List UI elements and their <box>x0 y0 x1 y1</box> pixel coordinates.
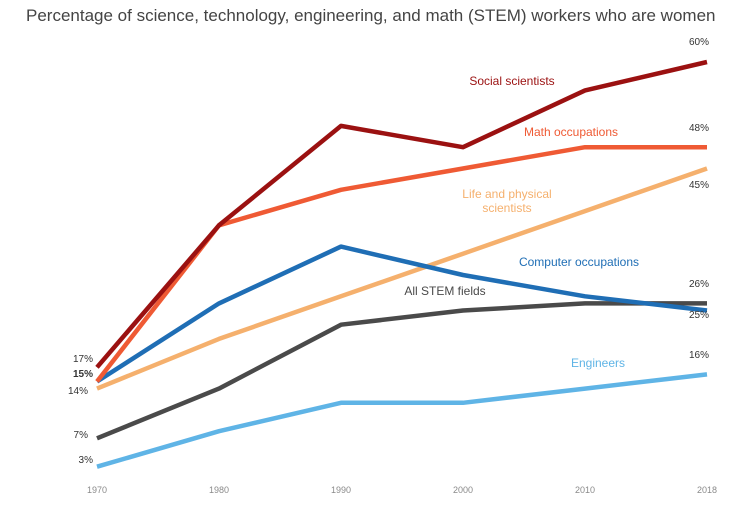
series-label: Social scientists <box>469 74 554 88</box>
series-line-life-and-physical-scientists <box>96 166 708 391</box>
end-value-label: 16% <box>689 350 709 361</box>
series-label-line: scientists <box>482 201 531 215</box>
end-value-label: 45% <box>689 180 709 191</box>
x-tick-label: 1970 <box>87 485 107 495</box>
series-label: Computer occupations <box>519 255 639 269</box>
series-label: Math occupations <box>524 125 618 139</box>
end-value-label: 25% <box>689 310 709 321</box>
x-tick-label: 1980 <box>209 485 229 495</box>
series-label: All STEM fields <box>404 284 485 298</box>
start-value-label: 7% <box>74 430 89 441</box>
series-label-line: Life and physical <box>462 187 551 201</box>
end-value-label: 48% <box>689 123 709 134</box>
series-line-all-stem-fields <box>96 301 707 441</box>
series-label: Engineers <box>571 356 625 370</box>
x-tick-label: 2010 <box>575 485 595 495</box>
series-line-engineers <box>96 372 708 469</box>
start-value-label: 15% <box>73 369 93 380</box>
series-line-computer-occupations <box>95 244 708 384</box>
end-value-label: 26% <box>689 279 709 290</box>
x-tick-label: 2000 <box>453 485 473 495</box>
x-tick-label: 2018 <box>697 485 717 495</box>
series-label: Life and physical scientists <box>462 187 551 215</box>
series-line-social-scientists <box>95 59 708 369</box>
start-value-label: 3% <box>79 455 94 466</box>
x-tick-label: 1990 <box>331 485 351 495</box>
start-value-label: 14% <box>68 386 88 397</box>
chart-title: Percentage of science, technology, engin… <box>26 6 716 25</box>
end-value-label: 60% <box>689 37 709 48</box>
start-value-label: 17% <box>73 354 93 365</box>
